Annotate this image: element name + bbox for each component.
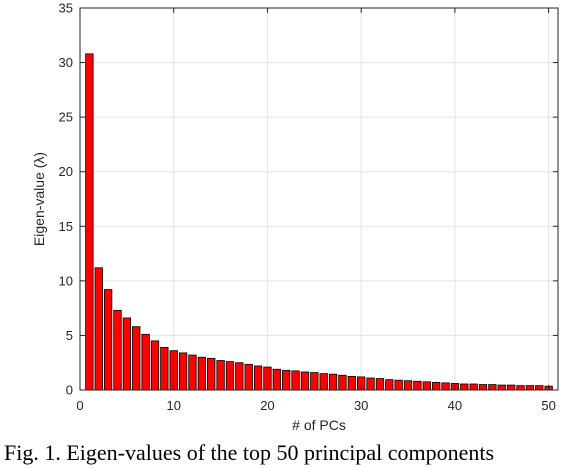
bar-pc-14: [207, 357, 216, 391]
y-tick-label: 35: [59, 1, 73, 16]
bar-pc-15: [216, 360, 225, 391]
y-tick-label: 10: [59, 273, 73, 288]
bar-pc-24: [300, 371, 310, 391]
bar-pc-37: [422, 381, 431, 391]
bar-pc-35: [403, 380, 413, 391]
bar-pc-22: [282, 369, 291, 391]
bar-pc-34: [394, 379, 403, 391]
bar-pc-29: [347, 375, 356, 391]
bar-pc-44: [488, 384, 497, 391]
y-tick-label: 20: [59, 164, 73, 179]
y-tick-label: 0: [66, 383, 73, 398]
bar-pc-39: [441, 382, 450, 391]
bar-pc-38: [432, 381, 441, 391]
bar-pc-8: [150, 340, 160, 391]
bar-pc-41: [460, 383, 469, 391]
bar-pc-48: [525, 385, 535, 391]
axes-frame: [79, 7, 559, 391]
bar-pc-31: [366, 377, 375, 391]
bar-pc-23: [291, 370, 300, 391]
bar-pc-6: [132, 326, 141, 391]
bar-pc-9: [160, 347, 169, 391]
y-tick-label: 15: [59, 219, 73, 234]
bar-pc-10: [169, 350, 178, 391]
bar-pc-16: [225, 361, 235, 391]
bar-pc-36: [413, 380, 422, 391]
bar-pc-13: [197, 356, 206, 391]
y-tick-label: 25: [59, 110, 73, 125]
bar-pc-7: [141, 333, 150, 391]
bar-pc-5: [122, 317, 132, 391]
bar-pc-3: [103, 289, 113, 391]
x-tick-label: 30: [354, 398, 368, 413]
grid-lines: [79, 7, 558, 391]
bar-pc-21: [272, 368, 281, 391]
y-axis-label: Eigen-value (λ): [31, 152, 47, 246]
bar-pc-4: [113, 309, 122, 391]
bar-pc-12: [188, 354, 197, 391]
bar-pc-19: [253, 365, 263, 391]
y-tick-label: 30: [59, 55, 73, 70]
x-tick-label: 0: [76, 398, 83, 413]
y-axis-ticks: 0 5 10 15 20 25 30 35: [59, 1, 558, 398]
bar-pc-28: [338, 374, 347, 391]
bar-pc-26: [319, 373, 328, 391]
x-tick-label: 20: [260, 398, 274, 413]
y-tick-label: 5: [66, 328, 73, 343]
bar-pc-45: [497, 384, 506, 391]
bar-pc-33: [385, 379, 394, 391]
bar-pc-43: [478, 384, 488, 391]
x-tick-label: 50: [541, 398, 555, 413]
bar-pc-18: [244, 363, 253, 391]
bar-pc-46: [506, 384, 516, 391]
x-axis-ticks: 0 10 20 30 40 50: [76, 8, 556, 413]
bar-pc-42: [469, 383, 478, 391]
bar-pc-2: [94, 267, 103, 391]
bar-series: [85, 53, 553, 391]
bar-pc-11: [178, 352, 188, 391]
bar-pc-17: [235, 362, 244, 391]
x-tick-label: 10: [166, 398, 180, 413]
bar-pc-32: [375, 378, 385, 391]
bar-pc-47: [516, 385, 525, 391]
x-axis-label: # of PCs: [292, 417, 346, 433]
x-tick-label: 40: [448, 398, 462, 413]
figure-caption: Fig. 1. Eigen-values of the top 50 princ…: [4, 440, 495, 465]
bar-pc-49: [535, 385, 544, 391]
bar-pc-25: [310, 372, 319, 391]
bar-pc-27: [328, 373, 338, 391]
bar-pc-1: [85, 53, 94, 391]
